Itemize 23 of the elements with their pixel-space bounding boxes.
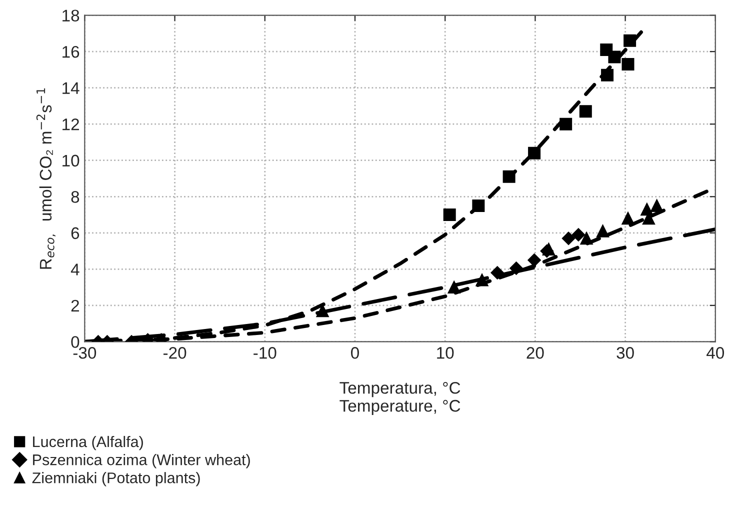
- y-tick-label: 2: [71, 300, 79, 312]
- x-tick-label: 40: [706, 347, 724, 359]
- text: R$_{eco,}$ umol CO₂ m$^{−2}$s$^{−1}$: [36, 88, 56, 269]
- y-tick-label: 14: [62, 82, 80, 94]
- x-tick-label: 20: [526, 347, 544, 359]
- x-axis-title: Temperatura, °C Temperature, °C: [340, 382, 460, 416]
- legend-label: Ziemniaki (Potato plants): [32, 472, 200, 486]
- x-tick-label: 30: [616, 347, 634, 359]
- y-tick-label: 16: [62, 46, 80, 58]
- y-tick-label: 8: [71, 191, 80, 203]
- y-tick-label: 4: [70, 264, 80, 276]
- legend-label: Lucerna (Alfalfa): [33, 436, 143, 450]
- y-tick-label: 10: [62, 154, 80, 167]
- y-tick-label: 6: [71, 227, 80, 240]
- y-tick-label: 0: [71, 336, 80, 348]
- y-tick-label: 18: [62, 10, 80, 22]
- x-tick-label: 0: [351, 347, 359, 359]
- x-tick-label: -20: [163, 347, 186, 359]
- x-tick-label: -10: [254, 347, 276, 359]
- legend-label: Pszennica ozima (Winter wheat): [33, 454, 250, 468]
- y-tick-label: 12: [62, 118, 79, 130]
- x-tick-label: 10: [437, 347, 454, 359]
- x-tick-label: -30: [73, 347, 96, 359]
